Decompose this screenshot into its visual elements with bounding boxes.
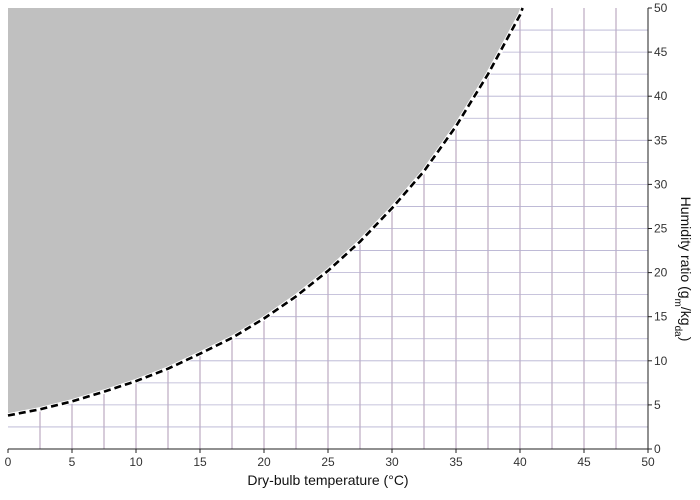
x-tick-label: 45 (577, 455, 591, 469)
y-tick-label: 40 (654, 89, 668, 103)
y-axis-label-mid: /kg (678, 307, 694, 326)
x-axis-label: Dry-bulb temperature (°C) (247, 472, 408, 488)
x-tick-label: 15 (193, 455, 207, 469)
x-tick-label: 0 (5, 455, 12, 469)
y-axis-label-suffix: ) (678, 337, 694, 342)
x-tick-label: 40 (513, 455, 527, 469)
x-tick-label: 35 (449, 455, 463, 469)
y-tick-label: 20 (654, 266, 668, 280)
y-axis-label-sub1: m (673, 299, 684, 307)
y-tick-label: 15 (654, 310, 668, 324)
x-tick-label: 5 (69, 455, 76, 469)
y-tick-label: 30 (654, 177, 668, 191)
y-tick-label: 35 (654, 133, 668, 147)
y-tick-label: 5 (654, 398, 661, 412)
shaded-region (8, 8, 523, 416)
shaded-area (8, 8, 523, 416)
y-tick-label: 10 (654, 354, 668, 368)
y-axis-label: Humidity ratio (gm/kgda) (673, 197, 695, 342)
x-tick-label: 20 (257, 455, 271, 469)
y-axis-label-sub2: da (673, 326, 684, 338)
x-tick-label: 10 (129, 455, 143, 469)
y-tick-label: 25 (654, 222, 668, 236)
y-axis-label-prefix: Humidity ratio (g (678, 197, 694, 299)
y-tick-label: 50 (654, 1, 668, 15)
saturation-curve-line (7, 7, 524, 417)
y-tick-label: 45 (654, 45, 668, 59)
axes (7, 7, 652, 453)
saturation-curve (7, 7, 525, 418)
x-tick-label: 30 (385, 455, 399, 469)
x-tick-label: 50 (641, 455, 655, 469)
y-tick-label: 0 (654, 442, 661, 456)
x-tick-label: 25 (321, 455, 335, 469)
